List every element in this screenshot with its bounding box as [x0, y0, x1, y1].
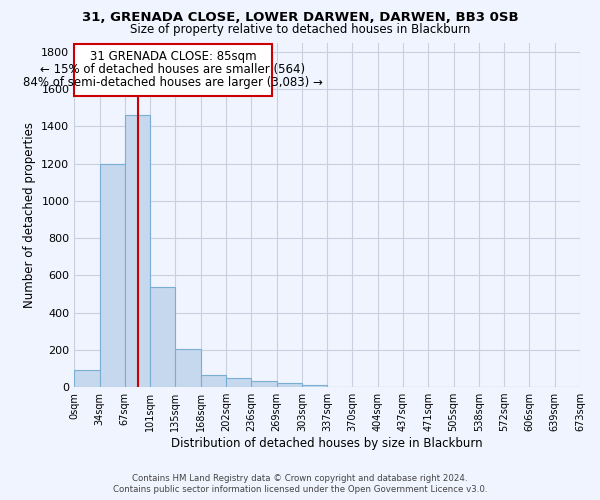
Bar [277, 384, 302, 387]
Text: ← 15% of detached houses are smaller (564): ← 15% of detached houses are smaller (56… [40, 63, 305, 76]
Bar [175, 349, 200, 387]
Text: 31, GRENADA CLOSE, LOWER DARWEN, DARWEN, BB3 0SB: 31, GRENADA CLOSE, LOWER DARWEN, DARWEN,… [82, 11, 518, 24]
Bar [150, 286, 175, 387]
Text: 84% of semi-detached houses are larger (3,083) →: 84% of semi-detached houses are larger (… [23, 76, 323, 89]
Bar [74, 370, 100, 387]
Bar [100, 164, 125, 387]
FancyBboxPatch shape [74, 44, 272, 96]
Y-axis label: Number of detached properties: Number of detached properties [23, 122, 36, 308]
Bar [251, 382, 277, 387]
Text: 31 GRENADA CLOSE: 85sqm: 31 GRENADA CLOSE: 85sqm [89, 50, 256, 63]
Bar [226, 378, 251, 387]
Bar [302, 385, 327, 387]
Bar [125, 115, 150, 387]
Text: Size of property relative to detached houses in Blackburn: Size of property relative to detached ho… [130, 22, 470, 36]
Bar [200, 375, 226, 387]
X-axis label: Distribution of detached houses by size in Blackburn: Distribution of detached houses by size … [172, 437, 483, 450]
Text: Contains HM Land Registry data © Crown copyright and database right 2024.
Contai: Contains HM Land Registry data © Crown c… [113, 474, 487, 494]
